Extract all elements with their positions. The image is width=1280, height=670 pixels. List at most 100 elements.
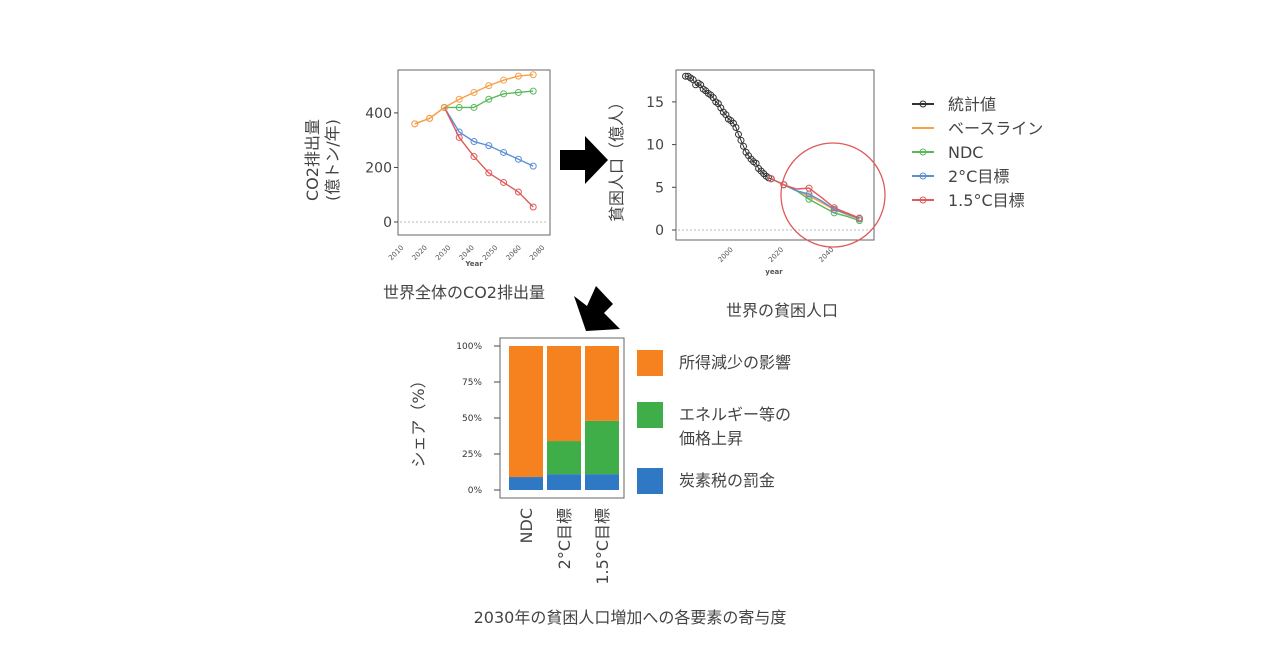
co2-point-1.5c bbox=[485, 169, 493, 177]
co2-point-hist bbox=[411, 120, 419, 128]
factor-legend-swatch bbox=[637, 402, 663, 428]
co2-xtick-label: 2030 bbox=[434, 244, 452, 262]
legend-marker-hist bbox=[919, 100, 927, 108]
co2-plot-frame bbox=[397, 69, 551, 236]
co2-series-1.5c bbox=[443, 107, 534, 208]
co2-xtick-label: 2010 bbox=[387, 244, 405, 262]
share-ytick-label: 75% bbox=[462, 378, 482, 388]
arrow-down-icon bbox=[574, 286, 620, 331]
factor-legend-label: 価格上昇 bbox=[679, 429, 743, 448]
share-bar-tax bbox=[585, 474, 619, 490]
co2-point-ndc bbox=[529, 87, 537, 95]
factor-legend-swatch bbox=[637, 468, 663, 494]
co2-ytick-label: 400 bbox=[365, 106, 392, 122]
co2-caption: 世界全体のCO2排出量 bbox=[383, 283, 545, 302]
co2-point-1.5c bbox=[455, 133, 463, 141]
poverty-ytick-label: 10 bbox=[646, 138, 664, 154]
legend-label-baseline: ベースライン bbox=[948, 119, 1043, 138]
co2-point-hist bbox=[426, 114, 434, 122]
poverty-ytick-label: 5 bbox=[655, 180, 664, 196]
legend-marker-ndc bbox=[919, 148, 927, 156]
poverty-series-hist bbox=[685, 75, 772, 180]
share-ylabel: シェア（%） bbox=[409, 372, 428, 467]
share-chart: シェア（%） 0% 25% 50% 75% 100% NDC 2°C目標 1.5°C目標 bbox=[409, 337, 625, 585]
co2-point-ndc bbox=[455, 103, 463, 111]
co2-point-baseline bbox=[529, 71, 537, 79]
co2-ytick-label: 200 bbox=[365, 160, 392, 176]
legend-marker-2c bbox=[919, 172, 927, 180]
poverty-plot-frame bbox=[675, 69, 875, 241]
co2-point-1.5c bbox=[470, 153, 478, 161]
legend-label-1.5c: 1.5°C目標 bbox=[948, 191, 1025, 210]
poverty-chart: 貧困人口（億人） year 0 5 10 15 2000 2020 2040 bbox=[607, 69, 886, 276]
co2-point-1.5c bbox=[514, 188, 522, 196]
co2-point-baseline bbox=[455, 95, 463, 103]
co2-chart: CO2排出量 (億トン/年) Year 0 200 400 2010 2020 2030… bbox=[303, 69, 551, 268]
poverty-point-1.5c bbox=[855, 214, 863, 222]
poverty-point-1.5c bbox=[780, 181, 788, 189]
co2-point-2c bbox=[529, 162, 537, 170]
poverty-ylabel: 貧困人口（億人） bbox=[607, 94, 626, 222]
poverty-point-hist bbox=[737, 136, 745, 144]
poverty-point-hist bbox=[732, 124, 740, 132]
share-ytick-label: 25% bbox=[462, 450, 482, 460]
poverty-xtick-label: 2020 bbox=[767, 246, 785, 264]
share-bar-income bbox=[547, 346, 581, 442]
poverty-xlabel: year bbox=[765, 268, 783, 276]
poverty-point-hist bbox=[740, 142, 748, 150]
co2-xlabel: Year bbox=[464, 260, 483, 268]
co2-series-hist bbox=[414, 106, 445, 125]
share-ytick-label: 100% bbox=[456, 342, 482, 352]
share-category-label: 1.5°C目標 bbox=[593, 508, 612, 585]
poverty-ytick-label: 15 bbox=[646, 95, 664, 111]
factor-legend-label: エネルギー等の bbox=[679, 405, 791, 424]
legend-label-ndc: NDC bbox=[948, 143, 983, 162]
co2-series-ndc bbox=[444, 90, 534, 109]
co2-point-2c bbox=[485, 142, 493, 150]
share-category-label: 2°C目標 bbox=[555, 508, 574, 569]
co2-point-baseline bbox=[470, 88, 478, 96]
poverty-point-1.5c bbox=[805, 184, 813, 192]
share-bar-income bbox=[585, 346, 619, 421]
share-bar-tax bbox=[509, 477, 543, 490]
factor-legend-swatch bbox=[637, 350, 663, 376]
poverty-point-1.5c bbox=[767, 175, 775, 183]
co2-point-baseline bbox=[500, 76, 508, 84]
legend-marker-1.5c bbox=[919, 196, 927, 204]
co2-point-ndc bbox=[485, 95, 493, 103]
share-ytick-label: 50% bbox=[462, 414, 482, 424]
legend-label-hist: 統計値 bbox=[948, 95, 996, 114]
co2-ylabel-line2: (億トン/年) bbox=[323, 119, 342, 201]
co2-ylabel-line1: CO2排出量 bbox=[303, 119, 322, 201]
share-bar-tax bbox=[547, 474, 581, 490]
poverty-ytick-label: 0 bbox=[655, 223, 664, 239]
co2-xtick-label: 2080 bbox=[528, 244, 546, 262]
share-bar-price bbox=[585, 420, 619, 475]
co2-point-baseline bbox=[485, 82, 493, 90]
factor-legend-label: 所得減少の影響 bbox=[679, 353, 791, 372]
poverty-point-ndc bbox=[805, 195, 813, 203]
arrow-right-icon bbox=[560, 136, 608, 184]
co2-point-2c bbox=[470, 138, 478, 146]
share-ytick-label: 0% bbox=[468, 486, 483, 496]
share-category-label: NDC bbox=[517, 508, 536, 543]
co2-ytick-label: 0 bbox=[383, 215, 392, 231]
share-bar-price bbox=[547, 441, 581, 475]
share-bar-income bbox=[509, 346, 543, 478]
co2-point-1.5c bbox=[500, 178, 508, 186]
poverty-xtick-label: 2000 bbox=[717, 246, 735, 264]
poverty-series-1.5c bbox=[770, 178, 860, 219]
co2-point-1.5c bbox=[529, 203, 537, 211]
share-caption: 2030年の貧困人口増加への各要素の寄与度 bbox=[474, 608, 787, 627]
poverty-point-1.5c bbox=[830, 204, 838, 212]
legend-label-2c: 2°C目標 bbox=[948, 167, 1009, 186]
poverty-xtick-label: 2040 bbox=[817, 246, 835, 264]
co2-xtick-label: 2060 bbox=[505, 244, 523, 262]
co2-point-2c bbox=[514, 155, 522, 163]
co2-point-ndc bbox=[500, 90, 508, 98]
co2-point-2c bbox=[500, 148, 508, 156]
co2-series-2c bbox=[443, 107, 534, 167]
co2-point-ndc bbox=[514, 88, 522, 96]
